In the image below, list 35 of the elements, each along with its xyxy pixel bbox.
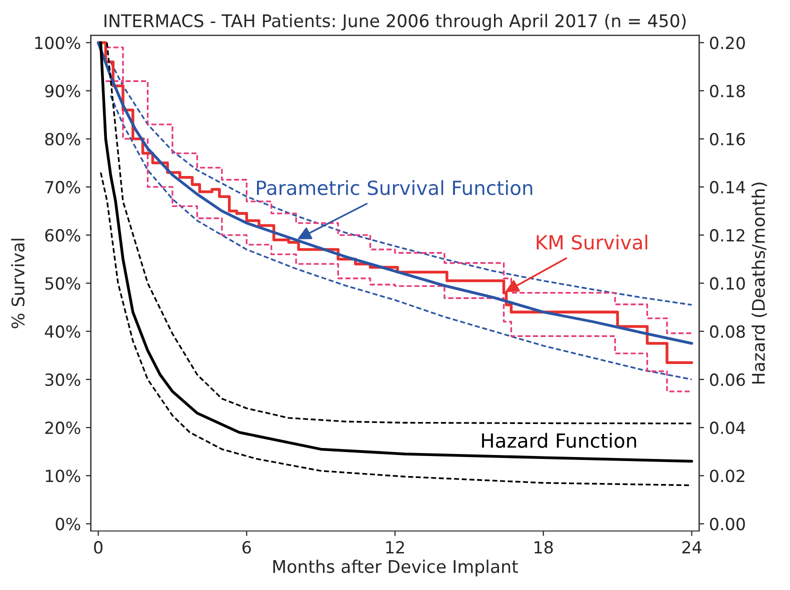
- y2-tick-label: 0.02: [710, 470, 744, 482]
- y2-axis-title: Hazard (Deaths/month): [752, 182, 768, 384]
- x-tick-label: 6: [242, 541, 251, 554]
- y-tick-label: 100%: [35, 36, 80, 50]
- y-tick-label: 90%: [45, 84, 80, 98]
- text: KM Survival: [536, 234, 648, 250]
- y2-tick-label: 0.10: [710, 277, 745, 290]
- y2-tick-label: 0.16: [710, 132, 745, 146]
- x-tick-label: 24: [682, 541, 702, 554]
- y-tick-label: 60%: [45, 229, 80, 242]
- y-tick-label: 80%: [45, 132, 80, 146]
- line-series: [110, 61, 693, 306]
- x-tick-label: 12: [386, 541, 404, 554]
- y-tick-label: 10%: [46, 470, 80, 482]
- y-tick-label: 70%: [45, 180, 80, 194]
- y-tick-label: 30%: [45, 373, 80, 386]
- series-label: Parametric Survival Function: [257, 180, 532, 196]
- y2-tick-label: 0.06: [710, 373, 745, 386]
- x-tick-label: 18: [534, 541, 553, 554]
- y2-tick-label: 0.14: [710, 180, 746, 194]
- y-axis-title: % Survival: [11, 238, 25, 328]
- y2-tick-label: 0.04: [710, 422, 746, 434]
- series-label: Hazard Function: [482, 432, 636, 448]
- y-tick-label: 40%: [44, 325, 80, 338]
- y-tick-label: 50%: [45, 277, 80, 290]
- y2-tick-label: 0.20: [710, 36, 745, 50]
- chart-title: INTERMACS - TAH Patients: June 2006 through April 2017 (n = 450): [104, 14, 686, 31]
- y2-tick-label: 0.08: [710, 325, 745, 338]
- y2-tick-label: 0.18: [710, 84, 745, 98]
- x-tick-label: 0: [94, 541, 102, 554]
- y-tick-label: 20%: [45, 422, 80, 434]
- y-tick-label: 0%: [56, 518, 80, 530]
- x-axis-title: Months after Device Implant: [273, 560, 518, 576]
- y2-tick-label: 0.00: [710, 518, 745, 530]
- y2-tick-label: 0.12: [710, 229, 744, 242]
